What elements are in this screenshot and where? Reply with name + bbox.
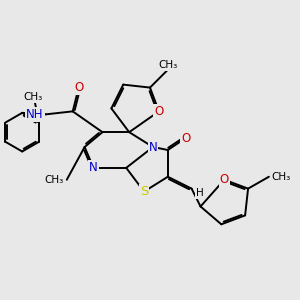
Text: O: O bbox=[74, 81, 83, 94]
Text: NH: NH bbox=[26, 108, 44, 121]
Text: S: S bbox=[140, 185, 148, 198]
Text: CH₃: CH₃ bbox=[23, 92, 43, 102]
Text: H: H bbox=[196, 188, 204, 198]
Text: N: N bbox=[89, 161, 98, 174]
Text: O: O bbox=[181, 132, 190, 145]
Text: O: O bbox=[220, 173, 229, 186]
Text: N: N bbox=[148, 140, 157, 154]
Text: CH₃: CH₃ bbox=[272, 172, 291, 182]
Text: CH₃: CH₃ bbox=[158, 60, 178, 70]
Text: O: O bbox=[154, 105, 164, 118]
Text: CH₃: CH₃ bbox=[45, 175, 64, 185]
